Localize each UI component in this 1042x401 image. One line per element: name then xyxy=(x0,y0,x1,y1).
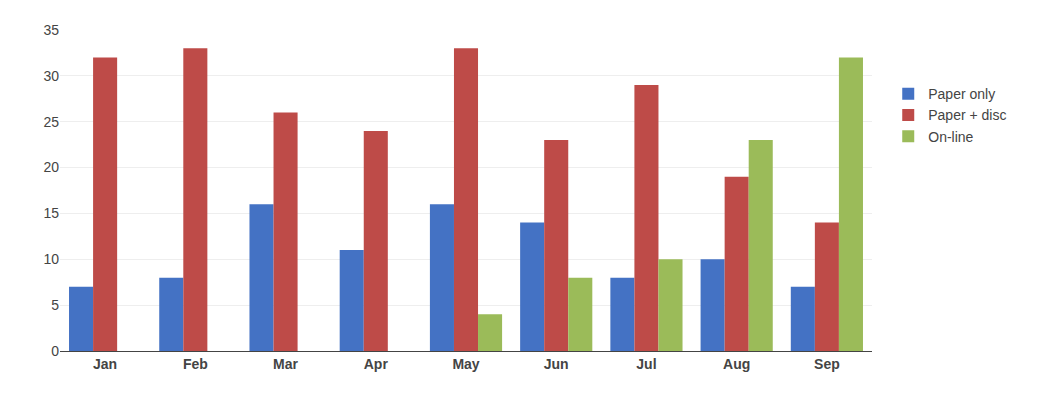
svg-text:Feb: Feb xyxy=(183,356,208,372)
svg-text:Apr: Apr xyxy=(364,356,389,372)
svg-text:15: 15 xyxy=(43,205,59,221)
svg-text:25: 25 xyxy=(43,114,59,130)
svg-text:Paper + disc: Paper + disc xyxy=(928,107,1006,123)
svg-text:30: 30 xyxy=(43,68,59,84)
svg-text:Sep: Sep xyxy=(814,356,840,372)
svg-text:0: 0 xyxy=(51,343,59,359)
svg-text:May: May xyxy=(452,356,479,372)
svg-text:10: 10 xyxy=(43,251,59,267)
svg-text:Aug: Aug xyxy=(723,356,750,372)
svg-text:Mar: Mar xyxy=(273,356,298,372)
svg-text:20: 20 xyxy=(43,159,59,175)
svg-text:5: 5 xyxy=(51,297,59,313)
svg-text:Jan: Jan xyxy=(93,356,117,372)
svg-text:On-line: On-line xyxy=(928,129,973,145)
svg-text:35: 35 xyxy=(43,22,59,38)
svg-text:Jul: Jul xyxy=(636,356,656,372)
svg-text:Paper only: Paper only xyxy=(928,86,995,102)
svg-text:Jun: Jun xyxy=(544,356,569,372)
